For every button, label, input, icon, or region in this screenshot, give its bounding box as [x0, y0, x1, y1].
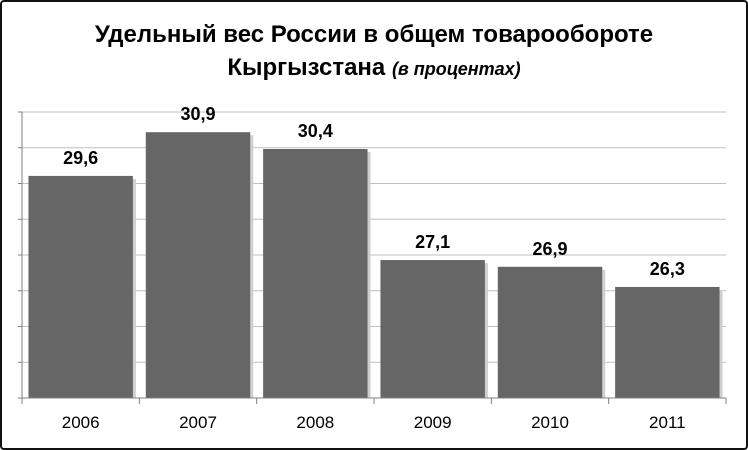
chart-title-line1: Удельный вес России в общем товарооборот… [94, 21, 654, 48]
value-labels: 29,6 30,9 30,4 27,1 26,9 26,3 [63, 104, 685, 279]
bar [497, 266, 603, 398]
x-tick-label: 2008 [296, 413, 334, 432]
value-label: 30,9 [180, 104, 215, 124]
x-tick-label: 2006 [62, 413, 100, 432]
value-label: 27,1 [415, 232, 450, 252]
chart-title: Удельный вес России в общем товарооборот… [0, 18, 748, 86]
x-axis [18, 111, 727, 404]
value-label: 26,9 [532, 239, 567, 259]
value-label: 29,6 [63, 148, 98, 168]
x-tick-label: 2007 [179, 413, 217, 432]
value-label: 30,4 [298, 121, 333, 141]
x-tick-label: 2011 [649, 413, 686, 432]
chart-title-country: Кыргызстана [227, 54, 386, 81]
bar [615, 286, 720, 398]
chart-title-unit: (в процентах) [391, 59, 521, 79]
bar [28, 175, 133, 398]
bar [380, 260, 485, 398]
bar [145, 132, 251, 398]
x-tick-label: 2009 [414, 413, 452, 432]
x-tick-labels: 2006 2007 2008 2009 2010 2011 [62, 413, 686, 432]
x-tick-label: 2010 [531, 413, 569, 432]
value-label: 26,3 [650, 259, 685, 279]
chart-title-line2: Кыргызстана (в процентах) [0, 51, 748, 86]
bars [28, 132, 723, 398]
bar [263, 149, 368, 398]
